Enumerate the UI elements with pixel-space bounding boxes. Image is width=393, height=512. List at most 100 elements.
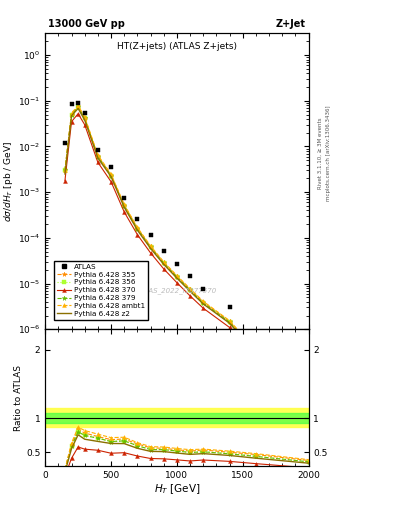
Pythia 6.428 379 bbox=[161, 260, 166, 266]
Pythia 6.428 356 bbox=[227, 319, 232, 325]
Pythia 6.428 370 bbox=[253, 354, 258, 360]
Pythia 6.428 ambt1 bbox=[62, 167, 67, 174]
Pythia 6.428 ambt1 bbox=[201, 298, 206, 304]
Pythia 6.428 370 bbox=[62, 178, 67, 184]
Text: mcplots.cern.ch [arXiv:1306.3436]: mcplots.cern.ch [arXiv:1306.3436] bbox=[326, 106, 331, 201]
Bar bbox=[45, 413, 309, 423]
Pythia 6.428 ambt1 bbox=[161, 259, 166, 265]
Pythia 6.428 z2 bbox=[108, 174, 114, 180]
Pythia 6.428 z2 bbox=[227, 320, 232, 326]
Pythia 6.428 z2 bbox=[62, 171, 67, 177]
Pythia 6.428 z2 bbox=[253, 350, 258, 356]
Pythia 6.428 z2 bbox=[76, 105, 81, 112]
Pythia 6.428 379 bbox=[62, 167, 67, 174]
Pythia 6.428 355 bbox=[188, 286, 193, 292]
ATLAS bbox=[62, 140, 67, 146]
Pythia 6.428 379 bbox=[306, 374, 311, 380]
Pythia 6.428 379 bbox=[148, 244, 153, 250]
Pythia 6.428 ambt1 bbox=[76, 102, 81, 109]
Pythia 6.428 ambt1 bbox=[148, 243, 153, 249]
Pythia 6.428 356 bbox=[161, 260, 166, 266]
Pythia 6.428 356 bbox=[135, 226, 140, 232]
ATLAS bbox=[95, 146, 100, 153]
Pythia 6.428 z2 bbox=[161, 261, 166, 267]
Pythia 6.428 356 bbox=[76, 104, 81, 111]
Pythia 6.428 355 bbox=[227, 318, 232, 324]
Pythia 6.428 356 bbox=[174, 274, 179, 280]
Pythia 6.428 ambt1 bbox=[174, 272, 179, 279]
Pythia 6.428 ambt1 bbox=[135, 224, 140, 230]
Pythia 6.428 379 bbox=[122, 203, 127, 209]
Text: Z+Jet: Z+Jet bbox=[276, 19, 306, 29]
Text: Rivet 3.1.10, ≥ 3M events: Rivet 3.1.10, ≥ 3M events bbox=[318, 118, 323, 189]
Pythia 6.428 379 bbox=[83, 115, 87, 121]
Pythia 6.428 ambt1 bbox=[122, 201, 127, 207]
Text: ATLAS_2022_I2077570: ATLAS_2022_I2077570 bbox=[137, 287, 217, 294]
Pythia 6.428 370 bbox=[148, 250, 153, 256]
Line: Pythia 6.428 355: Pythia 6.428 355 bbox=[62, 104, 311, 378]
Pythia 6.428 379 bbox=[108, 173, 114, 179]
Pythia 6.428 355 bbox=[76, 103, 81, 110]
Pythia 6.428 ambt1 bbox=[227, 317, 232, 324]
Pythia 6.428 z2 bbox=[174, 275, 179, 281]
Pythia 6.428 355 bbox=[174, 273, 179, 279]
Text: 13000 GeV pp: 13000 GeV pp bbox=[48, 19, 125, 29]
ATLAS bbox=[253, 332, 258, 338]
Pythia 6.428 356 bbox=[108, 173, 114, 179]
Line: Pythia 6.428 379: Pythia 6.428 379 bbox=[62, 105, 311, 379]
Pythia 6.428 370 bbox=[69, 119, 74, 125]
Pythia 6.428 379 bbox=[188, 287, 193, 293]
Pythia 6.428 379 bbox=[201, 300, 206, 306]
Pythia 6.428 ambt1 bbox=[253, 347, 258, 353]
Pythia 6.428 355 bbox=[135, 225, 140, 231]
Pythia 6.428 z2 bbox=[69, 113, 74, 119]
Pythia 6.428 355 bbox=[306, 373, 311, 379]
ATLAS bbox=[135, 216, 140, 222]
Legend: ATLAS, Pythia 6.428 355, Pythia 6.428 356, Pythia 6.428 370, Pythia 6.428 379, P: ATLAS, Pythia 6.428 355, Pythia 6.428 35… bbox=[54, 261, 148, 320]
Pythia 6.428 355 bbox=[161, 260, 166, 266]
ATLAS bbox=[161, 248, 166, 254]
Pythia 6.428 355 bbox=[83, 115, 87, 121]
Text: HT(Z+jets) (ATLAS Z+jets): HT(Z+jets) (ATLAS Z+jets) bbox=[117, 42, 237, 51]
Pythia 6.428 370 bbox=[95, 159, 100, 165]
Pythia 6.428 z2 bbox=[306, 375, 311, 381]
ATLAS bbox=[69, 101, 74, 107]
ATLAS bbox=[148, 232, 153, 238]
X-axis label: $H_T$ [GeV]: $H_T$ [GeV] bbox=[154, 482, 200, 496]
Pythia 6.428 356 bbox=[62, 167, 67, 174]
Line: Pythia 6.428 z2: Pythia 6.428 z2 bbox=[65, 109, 309, 378]
Pythia 6.428 355 bbox=[69, 111, 74, 117]
ATLAS bbox=[201, 286, 206, 292]
Pythia 6.428 379 bbox=[135, 226, 140, 232]
ATLAS bbox=[174, 261, 179, 267]
Pythia 6.428 356 bbox=[95, 154, 100, 160]
Pythia 6.428 ambt1 bbox=[69, 110, 74, 116]
Pythia 6.428 356 bbox=[201, 300, 206, 306]
Pythia 6.428 370 bbox=[188, 293, 193, 299]
Pythia 6.428 ambt1 bbox=[108, 171, 114, 177]
Pythia 6.428 355 bbox=[201, 298, 206, 305]
Pythia 6.428 356 bbox=[306, 374, 311, 380]
Pythia 6.428 z2 bbox=[83, 117, 87, 123]
Pythia 6.428 355 bbox=[122, 202, 127, 208]
Pythia 6.428 z2 bbox=[201, 301, 206, 307]
ATLAS bbox=[76, 100, 81, 106]
Pythia 6.428 370 bbox=[227, 324, 232, 330]
Pythia 6.428 356 bbox=[148, 244, 153, 250]
Pythia 6.428 370 bbox=[135, 231, 140, 238]
Pythia 6.428 355 bbox=[148, 243, 153, 249]
Bar bbox=[45, 408, 309, 427]
Pythia 6.428 z2 bbox=[95, 155, 100, 161]
Pythia 6.428 355 bbox=[108, 172, 114, 178]
Line: Pythia 6.428 370: Pythia 6.428 370 bbox=[63, 112, 310, 385]
Pythia 6.428 ambt1 bbox=[306, 372, 311, 378]
Pythia 6.428 356 bbox=[69, 112, 74, 118]
Line: ATLAS: ATLAS bbox=[62, 100, 311, 359]
ATLAS bbox=[83, 110, 87, 116]
Pythia 6.428 355 bbox=[62, 167, 67, 174]
Pythia 6.428 ambt1 bbox=[95, 152, 100, 158]
Pythia 6.428 370 bbox=[76, 111, 81, 117]
Pythia 6.428 356 bbox=[253, 348, 258, 354]
Pythia 6.428 370 bbox=[108, 179, 114, 185]
Line: Pythia 6.428 ambt1: Pythia 6.428 ambt1 bbox=[63, 104, 310, 377]
